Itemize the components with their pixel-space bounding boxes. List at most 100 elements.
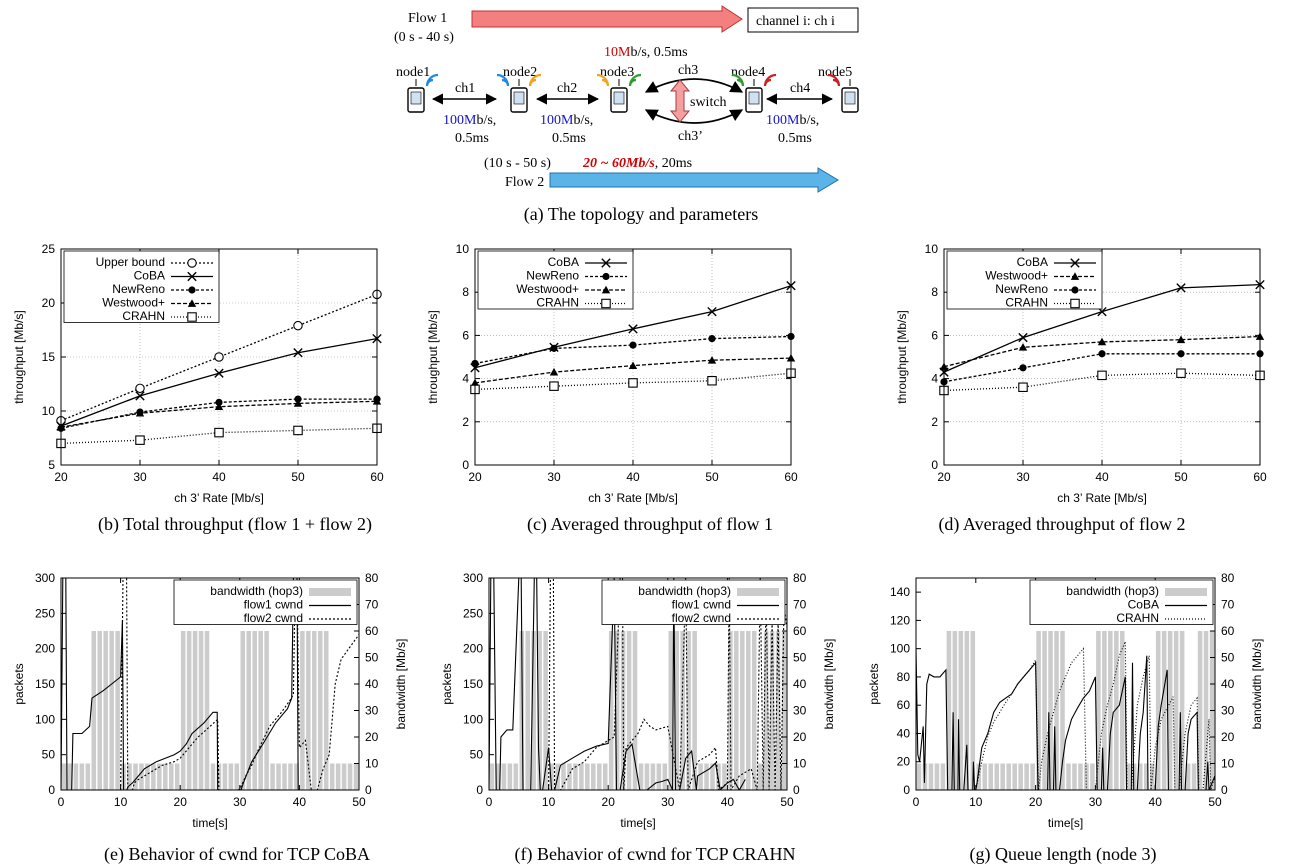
bandwidth-bar [1191, 763, 1197, 790]
x-tick-label: 60 [1253, 470, 1267, 484]
bandwidth-bar [1096, 631, 1101, 790]
data-point-newreno [550, 344, 558, 352]
bandwidth-bar [174, 763, 180, 790]
bandwidth-bar [1120, 631, 1125, 790]
x-axis-label: ch 3’ Rate [Mb/s] [1057, 491, 1147, 505]
bandwidth-bar [103, 631, 108, 790]
series-layer [489, 578, 787, 790]
x-axis-label: time[s] [1048, 816, 1083, 830]
ch1-rate: 100Mb/s, [443, 113, 496, 128]
y-axis-label: packets [12, 663, 26, 704]
switch-arrow [669, 79, 691, 123]
y2-tick-label: 0 [365, 783, 372, 797]
bandwidth-bar [61, 763, 67, 790]
legend-label: CRAHN [536, 296, 579, 310]
y-axis-label: packets [867, 663, 881, 704]
bandwidth-bar [716, 763, 721, 790]
y-tick-label: 60 [897, 698, 911, 712]
bandwidth-bar [306, 631, 311, 790]
bandwidth-bar [1114, 631, 1119, 790]
series-line-flow1-cwnd [61, 578, 300, 790]
data-point-coba [214, 368, 224, 378]
y2-tick-label: 40 [793, 677, 807, 691]
caption-c: (c) Averaged throughput of flow 1 [527, 514, 773, 535]
bandwidth-bar [745, 631, 751, 790]
legend-label: NewReno [526, 269, 579, 283]
bandwidth-bar [757, 763, 763, 790]
bandwidth-bar [763, 631, 769, 790]
bandwidth-bar [1143, 763, 1149, 790]
y2-tick-label: 30 [1221, 704, 1235, 718]
y2-tick-label: 70 [1221, 598, 1235, 612]
x-tick-label: 30 [547, 470, 561, 484]
series-line-flow1-cwnd [489, 578, 746, 790]
y2-tick-label: 70 [793, 598, 807, 612]
chart-g: 0 10 20 30 40 5002040608010012014001020304050… [867, 571, 1264, 830]
legend-marker [601, 285, 611, 294]
caption-b: (b) Total throughput (flow 1 + flow 2) [98, 514, 372, 535]
bandwidth-bar [1000, 763, 1005, 790]
link-ch3-prime [644, 109, 744, 124]
bandwidth-bar [952, 631, 958, 790]
bandwidth-bar [489, 763, 495, 790]
data-point-newreno [708, 335, 716, 343]
y-tick-label: 4 [931, 372, 938, 386]
plot-frame [60, 248, 378, 466]
legend-label: flow2 cwnd [672, 611, 731, 625]
y-tick-label: 8 [462, 285, 469, 299]
bandwidth-bar [585, 763, 590, 790]
bandwidth-bar [638, 763, 644, 790]
bandwidth-bar [946, 631, 952, 790]
y-tick-label: 2 [462, 415, 469, 429]
bandwidth-bar [692, 631, 697, 790]
legend-marker [1070, 258, 1080, 268]
data-point-newreno [294, 395, 302, 403]
bandwidth-bar [1024, 763, 1029, 790]
y-tick-label: 250 [463, 606, 483, 620]
legend-label: CoBA [1128, 598, 1159, 612]
legend-label: CoBA [1017, 255, 1048, 269]
bandwidth-bar [1084, 763, 1089, 790]
y2-tick-label: 80 [793, 571, 807, 585]
y2-tick-label: 20 [1221, 730, 1235, 744]
bandwidth-bar [1108, 631, 1113, 790]
legend-label: flow1 cwnd [672, 598, 731, 612]
legend-label: Westwood+ [985, 269, 1048, 283]
data-point-crahn [293, 425, 303, 436]
data-point-coba [1018, 332, 1028, 343]
bandwidth-bar [958, 631, 964, 790]
x-tick-label: 20 [1029, 795, 1043, 809]
legend-marker [602, 272, 610, 281]
plot-frame [915, 577, 1216, 791]
legend-label: CRAHN [1116, 611, 1159, 625]
flow1-label: Flow 1 [408, 11, 447, 26]
x-tick-label: 30 [133, 470, 147, 484]
bandwidth-bar [698, 763, 703, 790]
legend-label: bandwidth (hop3) [210, 584, 303, 598]
bandwidth-bar [1048, 631, 1053, 790]
y-tick-label: 140 [890, 585, 910, 599]
x-tick-label: 20 [937, 470, 951, 484]
series-line-coba [916, 648, 1215, 790]
y-tick-label: 150 [35, 677, 55, 691]
data-point-crahn [214, 427, 224, 438]
bandwidth-bar [668, 631, 674, 790]
bandwidth-bar [602, 763, 608, 790]
chart-b: 20 30 40 50 60 5 10 15 20 25 ch 3’ Rate [Mb/s] thro… [12, 242, 384, 505]
bandwidth-bar [982, 763, 988, 790]
bandwidth-bar [180, 631, 186, 790]
bandwidth-bar [1042, 631, 1047, 790]
bandwidth-bar [282, 763, 287, 790]
x-tick-label: 50 [705, 470, 719, 484]
x-tick-label: 40 [293, 795, 307, 809]
ch1-label: ch1 [455, 81, 475, 96]
bandwidth-bar [270, 763, 275, 790]
ch2-delay: 0.5ms [552, 131, 586, 146]
y2-tick-label: 30 [793, 704, 807, 718]
bandwidth-bar [67, 763, 73, 790]
bandwidth-bar [222, 763, 228, 790]
x-axis-label: time[s] [192, 816, 227, 830]
y-tick-label: 100 [463, 712, 483, 726]
